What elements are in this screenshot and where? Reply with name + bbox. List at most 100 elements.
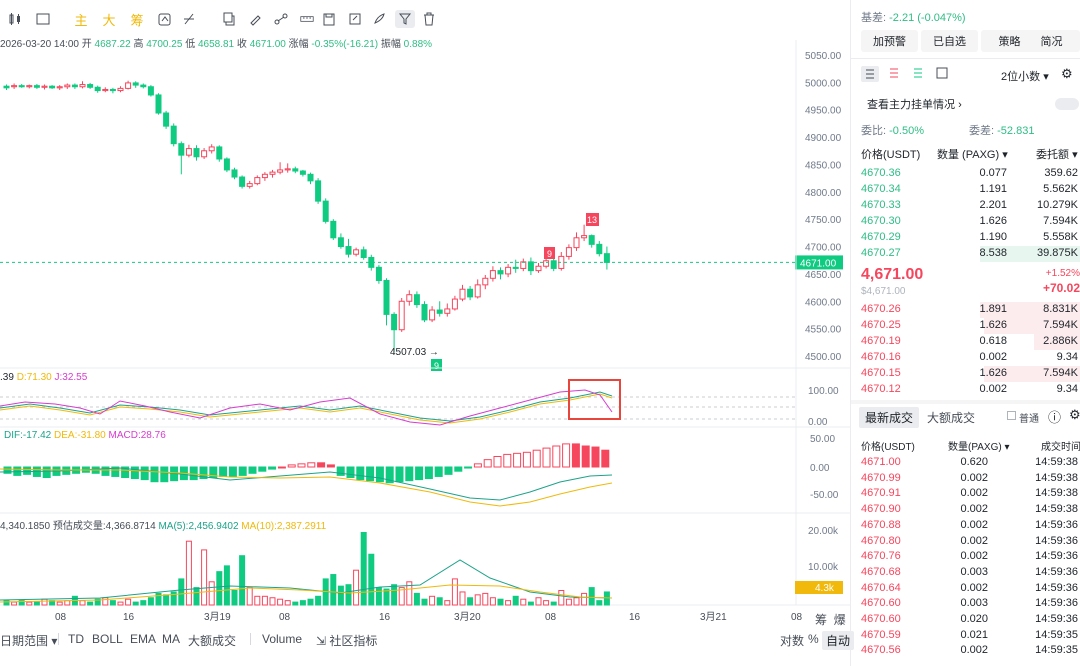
trades-header-qty[interactable]: 数量(PAXG) ▾ (948, 438, 1010, 453)
macd-bar (238, 466, 247, 476)
ma-toggle[interactable]: MA (162, 632, 180, 646)
candle-body (193, 148, 200, 158)
kdj-k-line (0, 391, 613, 422)
ask-row[interactable]: 4670.34 1.191 5.562K (851, 182, 1080, 198)
trade-row[interactable]: 4670.56 0.002 14:59:35 (851, 643, 1080, 659)
community-indicator-button[interactable]: ⇲ 社区指标 (316, 632, 377, 649)
volume-bar (185, 540, 192, 606)
trade-row[interactable]: 4670.76 0.002 14:59:36 (851, 549, 1080, 565)
trade-row[interactable]: 4670.60 0.020 14:59:36 (851, 612, 1080, 628)
volume-bar (527, 601, 534, 606)
book-both-icon[interactable] (861, 66, 879, 82)
qty-cell: 0.020 (960, 613, 988, 625)
bid-row[interactable]: 4670.19 0.618 2.886K (851, 334, 1080, 350)
qty-cell: 0.002 (960, 644, 988, 657)
volume-bar (147, 597, 154, 606)
volume-bar (444, 600, 451, 606)
bid-row[interactable]: 4670.16 0.002 9.34 (851, 350, 1080, 366)
delete-icon[interactable] (422, 10, 436, 28)
indicator-chips[interactable]: 筹 (130, 12, 144, 28)
book-header-qty[interactable]: 数量 (PAXG) ▾ (937, 146, 1008, 162)
ruler-icon[interactable] (298, 10, 316, 28)
td-marker-low: 9 (434, 361, 439, 371)
tab-large-trades[interactable]: 大额成交 (927, 411, 976, 425)
trade-row[interactable]: 4670.64 0.002 14:59:36 (851, 581, 1080, 597)
brush-icon[interactable] (372, 10, 386, 28)
trade-row[interactable]: 4670.88 0.002 14:59:36 (851, 518, 1080, 534)
pen-icon[interactable] (248, 10, 262, 28)
macd-tick: -50.00 (810, 490, 839, 501)
amount-cell: 8.831K (1043, 303, 1078, 315)
settings-icon[interactable]: ⚙ (1069, 407, 1080, 422)
boll-toggle[interactable]: BOLL (92, 632, 123, 646)
overview-button[interactable]: 简况 (1023, 30, 1080, 52)
volume-bar (603, 591, 610, 606)
macd-dea: DEA:-31.80 (54, 430, 106, 441)
ask-row[interactable]: 4670.30 1.626 7.594K (851, 214, 1080, 230)
log-scale-toggle[interactable]: 对数 (780, 634, 805, 648)
auto-scale-toggle[interactable]: 自动 (822, 631, 855, 650)
save-icon[interactable] (322, 10, 336, 28)
filter-icon[interactable] (395, 10, 415, 28)
bid-row[interactable]: 4670.12 0.002 9.34 (851, 382, 1080, 398)
volume-bar (429, 595, 436, 606)
indicator-large[interactable]: 大 (102, 12, 116, 28)
ema-toggle[interactable]: EMA (130, 632, 157, 646)
volume-bar (489, 597, 496, 606)
tab-latest-trades[interactable]: 最新成交 (859, 407, 920, 428)
fx-icon[interactable] (182, 10, 196, 28)
main-orders-toggle[interactable] (1055, 98, 1079, 110)
settings-icon[interactable]: ⚙ (1061, 66, 1073, 81)
info-icon[interactable]: ⓘ (1048, 410, 1062, 425)
liquidation-toggle[interactable]: 爆 (833, 613, 846, 627)
ask-row[interactable]: 4670.27 8.538 39.875K (851, 246, 1080, 262)
candle-body (201, 150, 208, 158)
bid-row[interactable]: 4670.25 1.626 7.594K (851, 318, 1080, 334)
trade-row[interactable]: 4670.99 0.002 14:59:38 (851, 471, 1080, 487)
qty-cell: 0.077 (979, 167, 1007, 179)
book-asks-icon[interactable] (887, 66, 901, 83)
book-bids-icon[interactable] (911, 66, 925, 83)
normal-checkbox[interactable] (1007, 411, 1016, 420)
amount-cell: 5.558K (1043, 231, 1078, 243)
precision-select[interactable]: 2位小数 ▾ (1001, 68, 1049, 84)
trade-row[interactable]: 4670.91 0.002 14:59:38 (851, 486, 1080, 502)
trade-row[interactable]: 4670.59 0.021 14:59:35 (851, 628, 1080, 644)
link-icon[interactable] (274, 10, 288, 28)
macd-value: MACD:28.76 (108, 430, 166, 441)
copy-icon[interactable] (222, 10, 236, 28)
indicator-main[interactable]: 主 (74, 12, 88, 28)
large-trade-toggle[interactable]: 大额成交 (188, 634, 237, 648)
volume-toggle[interactable]: Volume (262, 632, 303, 646)
percent-scale-toggle[interactable]: % (808, 632, 819, 646)
ask-row[interactable]: 4670.36 0.077 359.62 (851, 166, 1080, 182)
change-value: -0.35%(-16.21) (311, 39, 379, 50)
qty-cell: 0.002 (960, 581, 988, 594)
main-orders-link[interactable]: 查看主力挂单情况 › (867, 96, 962, 112)
layout-icon[interactable] (36, 10, 50, 28)
ask-row[interactable]: 4670.33 2.201 10.279K (851, 198, 1080, 214)
candle-body (391, 313, 398, 331)
book-trades-icon[interactable] (935, 66, 949, 83)
td-toggle[interactable]: TD (68, 632, 84, 646)
trade-row[interactable]: 4670.60 0.003 14:59:36 (851, 596, 1080, 612)
trade-row[interactable]: 4670.68 0.003 14:59:36 (851, 565, 1080, 581)
main-orders-label: 查看主力挂单情况 (867, 99, 955, 111)
book-header-amount[interactable]: 委托额 ▾ (1036, 146, 1078, 162)
trade-row[interactable]: 4671.00 0.620 14:59:38 (851, 455, 1080, 471)
trade-row[interactable]: 4670.80 0.002 14:59:36 (851, 534, 1080, 550)
candle-type-icon[interactable] (8, 10, 22, 28)
watchlist-button[interactable]: 已自选 (921, 30, 978, 52)
compare-icon[interactable] (158, 10, 172, 28)
add-alert-button[interactable]: 加预警 (861, 30, 918, 52)
amount-cell: 5.562K (1043, 183, 1078, 195)
note-icon[interactable] (348, 10, 362, 28)
bid-row[interactable]: 4670.15 1.626 7.594K (851, 366, 1080, 382)
price-chart[interactable]: 5050.00 5000.00 4950.00 4900.00 4850.00 4800.… (0, 0, 850, 666)
ask-row[interactable]: 4670.29 1.190 5.558K (851, 230, 1080, 246)
bid-row[interactable]: 4670.26 1.891 8.831K (851, 302, 1080, 318)
chip-toggle[interactable]: 筹 (815, 613, 828, 627)
date-range-button[interactable]: 日期范围 ▾ (0, 632, 57, 649)
candle-body (208, 146, 215, 152)
trade-row[interactable]: 4670.90 0.002 14:59:38 (851, 502, 1080, 518)
